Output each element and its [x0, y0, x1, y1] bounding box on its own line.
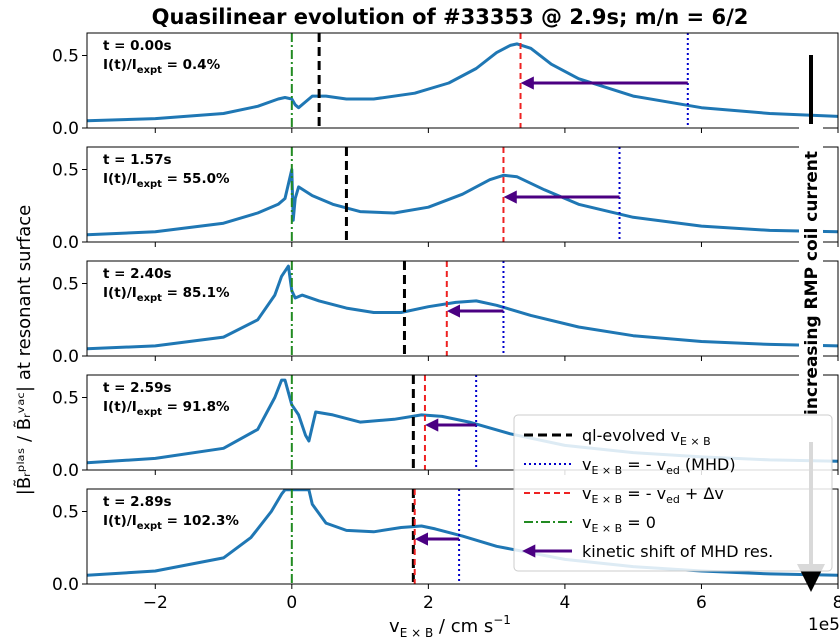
ratio-value: = 0.4% [162, 57, 221, 73]
x-axis-label-sub: E × B [400, 626, 434, 640]
ratio-label: I(t)/I [103, 285, 137, 301]
legend-label-main: v [582, 513, 591, 532]
legend-label-mhd: vE × B = - ved (MHD) [582, 455, 736, 477]
x-axis-label-unit: / cm s [433, 616, 493, 637]
y-tick-label: 0.0 [52, 119, 79, 139]
chart-title: Quasilinear evolution of #33353 @ 2.9s; … [152, 5, 749, 29]
ratio-sub: expt [137, 407, 162, 418]
panel-0: 0.0 0.5 t = 0.00s I(t)/Iexpt = 0.4% [52, 32, 839, 139]
legend-label-arrow: kinetic shift of MHD res. [582, 542, 773, 561]
y-tick-label: 0.5 [52, 275, 79, 295]
panel-frame [86, 488, 839, 585]
x-tick-label: 6 [696, 593, 707, 613]
panel-time-label: t = 2.59s [103, 380, 172, 396]
panel-time-label: t = 2.89s [103, 494, 172, 510]
legend-label-sub2: ed [666, 493, 680, 506]
panel-current-ratio: I(t)/Iexpt = 102.3% [103, 513, 239, 532]
ratio-sub: expt [137, 65, 162, 76]
ratio-label: I(t)/I [103, 171, 137, 187]
y-tick-label: 0.0 [52, 461, 79, 481]
legend-label-main: v [582, 484, 591, 503]
legend-label-rest: = - v [622, 484, 666, 503]
panel-frame [86, 260, 839, 357]
legend-label-ql: ql-evolved vE × B [582, 426, 711, 448]
ratio-sub: expt [137, 521, 162, 532]
panel-frame [86, 146, 839, 243]
ratio-sub: expt [137, 293, 162, 304]
ratio-value: = 91.8% [162, 399, 230, 415]
x-tick-label: 4 [559, 593, 570, 613]
panel-current-ratio: I(t)/Iexpt = 85.1% [103, 285, 230, 304]
x-axis-label-exp: −1 [493, 613, 511, 627]
ratio-value: = 85.1% [162, 285, 230, 301]
legend-label-sub: E × B [591, 522, 622, 535]
panel-time-label: t = 0.00s [103, 38, 172, 54]
legend-label-rest2: (MHD) [680, 455, 736, 474]
y-tick-label: 0.5 [52, 503, 79, 523]
panel-2: 0.0 0.5 t = 2.40s I(t)/Iexpt = 85.1% [52, 260, 839, 367]
x-tick-label: −2 [143, 593, 168, 613]
ratio-label: I(t)/I [103, 513, 137, 529]
y-tick-label: 0.5 [52, 47, 79, 67]
legend: ql-evolved vE × BvE × B = - ved (MHD)vE … [513, 414, 833, 572]
legend-label-main: ql-evolved v [582, 426, 680, 445]
ratio-value: = 55.0% [162, 171, 230, 187]
x-axis-label: vE × B / cm s−1 [389, 613, 511, 640]
panel-current-ratio: I(t)/Iexpt = 91.8% [103, 399, 230, 418]
ratio-label: I(t)/I [103, 399, 137, 415]
panel-current-ratio: I(t)/Iexpt = 55.0% [103, 171, 230, 190]
panel-frame [86, 32, 839, 129]
y-axis-label: |B̃ᵣᵖˡᵃˢ / B̃ᵣᵛᵃᶜ| at resonant surface [14, 205, 35, 495]
legend-label-sub: E × B [591, 493, 622, 506]
x-tick-label: 2 [423, 593, 434, 613]
y-tick-label: 0.5 [52, 389, 79, 409]
panel-current-ratio: I(t)/Iexpt = 0.4% [103, 57, 221, 76]
ratio-label: I(t)/I [103, 57, 137, 73]
legend-label-sub: E × B [680, 435, 711, 448]
panel-frame [86, 374, 839, 471]
legend-label-main: v [582, 455, 591, 474]
y-tick-label: 0.0 [52, 347, 79, 367]
ratio-sub: expt [137, 179, 162, 190]
ratio-value: = 102.3% [162, 513, 239, 529]
x-tick-label: 0 [286, 593, 297, 613]
panel-time-label: t = 2.40s [103, 266, 172, 282]
panel-1: 0.0 0.5 t = 1.57s I(t)/Iexpt = 55.0% [52, 146, 839, 253]
side-annotation-text: increasing RMP coil current [802, 151, 822, 415]
response-curve [87, 42, 838, 123]
x-tick-label: 8 [833, 593, 840, 613]
side-annotation-bg [799, 124, 823, 442]
x-offset-label: 1e5 [808, 615, 840, 635]
legend-label-rest: = 0 [622, 513, 656, 532]
panel-time-label: t = 1.57s [103, 152, 172, 168]
y-tick-label: 0.5 [52, 161, 79, 181]
panel-3: 0.0 0.5 t = 2.59s I(t)/Iexpt = 91.8% [52, 374, 839, 481]
y-tick-label: 0.0 [52, 575, 79, 595]
y-axis-label-text: |B̃ᵣᵖˡᵃˢ / B̃ᵣᵛᵃᶜ| at resonant surface [14, 205, 35, 495]
legend-label-zero: vE × B = 0 [582, 513, 656, 535]
legend-label-shifted: vE × B = - ved + Δv [582, 484, 724, 506]
y-tick-label: 0.0 [52, 233, 79, 253]
legend-label-rest: = - v [622, 455, 666, 474]
legend-label-sub2: ed [666, 464, 680, 477]
x-axis-label-main: v [389, 616, 400, 637]
legend-label-rest2: + Δv [680, 484, 724, 503]
legend-label-main: kinetic shift of MHD res. [582, 542, 773, 561]
legend-label-sub: E × B [591, 464, 622, 477]
legend-box [513, 414, 833, 572]
response-curve [87, 264, 838, 351]
